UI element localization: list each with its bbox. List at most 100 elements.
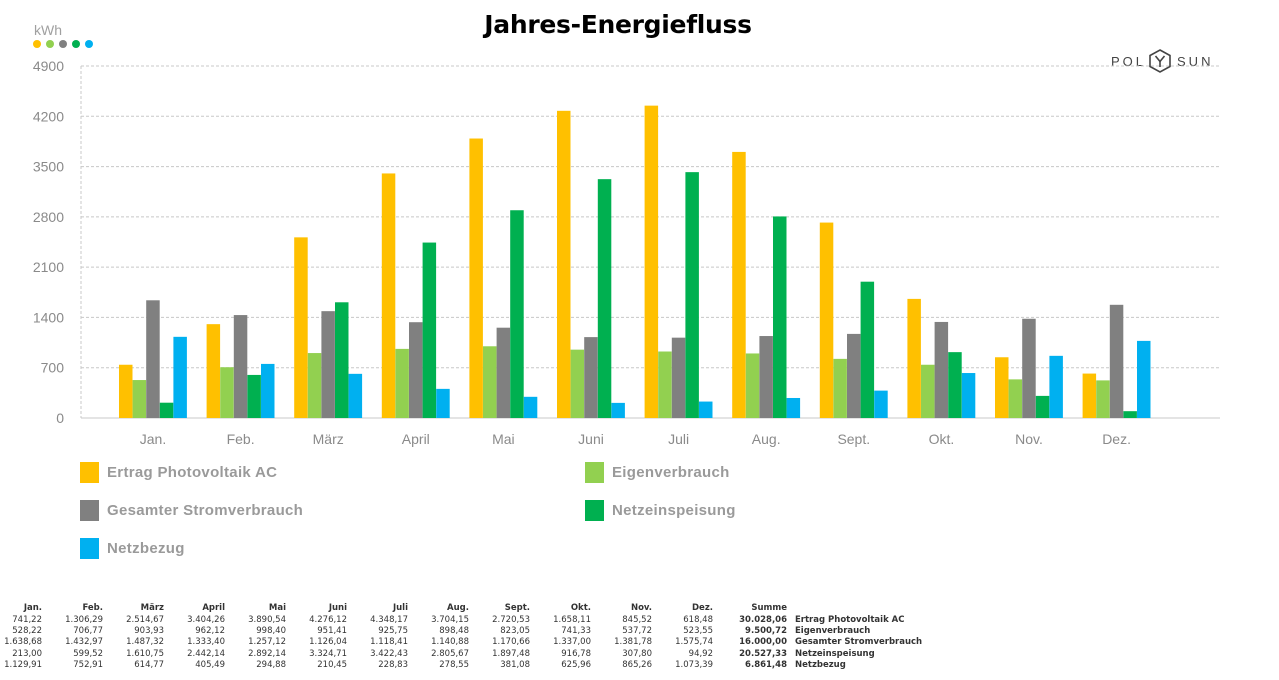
x-tick-label: Nov. (1015, 431, 1043, 447)
table-row-label: Netzeinspeisung (795, 648, 875, 659)
table-header-cell: Nov. (630, 603, 652, 614)
bar-gesamter-stromverbrauch (759, 336, 773, 418)
bar-ertrag-photovoltaik-ac (819, 222, 834, 418)
table-cell: 2.720,53 (492, 614, 530, 625)
bar-gesamter-stromverbrauch (934, 321, 949, 418)
x-tick-label: Feb. (227, 431, 255, 447)
table-cell: 951,41 (317, 625, 347, 636)
table-cell: 307,80 (622, 648, 652, 659)
bar-ertrag-photovoltaik-ac (469, 138, 483, 418)
x-tick-label: Sept. (837, 431, 870, 447)
legend-item-gesamter-stromverbrauch: Gesamter Stromverbrauch (80, 500, 303, 521)
polysun-logo: POL SUN (1111, 48, 1213, 74)
legend-swatch (585, 500, 604, 521)
x-tick-label: April (402, 431, 430, 447)
bar-eigenverbrauch (307, 353, 322, 418)
table-cell: 998,40 (256, 625, 286, 636)
table-cell: 706,77 (73, 625, 103, 636)
table-header-cell: Aug. (447, 603, 469, 614)
bar-gesamter-stromverbrauch (496, 327, 511, 418)
chart-title: Jahres-Energiefluss (484, 10, 752, 39)
table-cell: 1.638,68 (4, 637, 42, 648)
table-header-cell: Juni (328, 603, 347, 614)
y-tick-label: 2100 (33, 259, 64, 275)
table-cell: 865,26 (622, 660, 652, 671)
table-cell: 1.073,39 (675, 660, 713, 671)
table-header-cell (787, 603, 922, 614)
bar-gesamter-stromverbrauch (146, 300, 160, 418)
table-cell: 3.324,71 (309, 648, 347, 659)
table-cell: 903,93 (134, 625, 164, 636)
bar-gesamter-stromverbrauch (1109, 304, 1124, 418)
bar-netzeinspeisung (773, 216, 787, 418)
y-tick-label: 1400 (33, 309, 64, 325)
bar-eigenverbrauch (745, 353, 760, 418)
table-header-cell: Juli (392, 603, 408, 614)
table-cell: 528,22 (12, 625, 42, 636)
table-header-cell: Dez. (692, 603, 713, 614)
table-cell: 1.118,41 (370, 637, 408, 648)
bar-netzbezug (173, 336, 187, 418)
series-dot-netzbezug (85, 40, 93, 48)
table-cell: 94,92 (688, 648, 713, 659)
series-dot-ertrag-photovoltaik-ac (33, 40, 41, 48)
table-cell: 2.514,67 (126, 614, 164, 625)
y-tick-label: 2800 (33, 209, 64, 225)
bar-netzbezug (523, 396, 538, 418)
y-tick-label: 4900 (33, 58, 64, 74)
x-tick-label: Okt. (929, 431, 955, 447)
y-tick-label: 3500 (33, 159, 64, 175)
y-axis-unit-label: kWh (34, 22, 62, 38)
table-cell: 4.276,12 (309, 614, 347, 625)
table-row-label: Netzbezug (795, 660, 846, 671)
bar-ertrag-photovoltaik-ac (1082, 373, 1097, 418)
table-header-cell: Mai (268, 603, 286, 614)
bar-netzbezug (699, 401, 713, 418)
table-header-cell: April (202, 603, 225, 614)
legend-swatch (80, 500, 99, 521)
bar-ertrag-photovoltaik-ac (381, 173, 396, 418)
bar-netzbezug (1137, 340, 1151, 418)
table-cell: 898,48 (439, 625, 469, 636)
bar-netzeinspeisung (1123, 411, 1137, 418)
table-cell: 1.487,32 (126, 637, 164, 648)
table-cell: 523,55 (683, 625, 713, 636)
bar-netzeinspeisung (335, 302, 349, 418)
table-row-label: Ertrag Photovoltaik AC (795, 614, 905, 625)
series-dot-eigenverbrauch (46, 40, 54, 48)
polysun-logo-icon (1149, 49, 1171, 73)
table-cell: 962,12 (195, 625, 225, 636)
legend-label: Ertrag Photovoltaik AC (107, 464, 278, 481)
bar-gesamter-stromverbrauch (584, 337, 598, 418)
table-cell: 925,75 (378, 625, 408, 636)
table-cell: 1.575,74 (675, 637, 713, 648)
bar-netzbezug (348, 373, 363, 418)
bar-netzeinspeisung (247, 374, 261, 418)
table-cell: 1.306,29 (65, 614, 103, 625)
table-header-row: Jan. Feb. März April Mai Juni Juli Aug. Sept. Okt… (0, 603, 922, 614)
bar-netzeinspeisung (159, 402, 174, 418)
table-cell: 1.337,00 (553, 637, 591, 648)
bar-eigenverbrauch (132, 380, 147, 418)
bar-eigenverbrauch (921, 364, 935, 418)
bar-netzeinspeisung (685, 172, 699, 418)
legend-item-netzeinspeisung: Netzeinspeisung (585, 500, 736, 521)
bar-gesamter-stromverbrauch (847, 333, 861, 418)
bar-eigenverbrauch (1008, 379, 1023, 418)
table-cell: 228,83 (378, 660, 408, 671)
x-tick-label: Juli (668, 431, 689, 447)
table-cell: 741,33 (561, 625, 591, 636)
bar-netzbezug (961, 373, 976, 418)
table-cell: 405,49 (195, 660, 225, 671)
table-cell: 2.805,67 (431, 648, 469, 659)
bar-gesamter-stromverbrauch (233, 315, 248, 418)
bar-netzbezug (261, 363, 275, 418)
table-cell: 210,45 (317, 660, 347, 671)
table-cell: 294,88 (256, 660, 286, 671)
table-row: 1.638,68 1.432,97 1.487,32 1.333,40 1.257,12… (0, 637, 922, 648)
legend-item-ertrag-photovoltaik-ac: Ertrag Photovoltaik AC (80, 462, 277, 483)
table-cell: 3.404,26 (187, 614, 225, 625)
table-sum-cell: 30.028,06 (739, 614, 787, 625)
bar-gesamter-stromverbrauch (1022, 318, 1036, 418)
bar-chart: 0 700 1400 2100 2800 3500 4200 4900 Jan. Feb. März… (33, 58, 1220, 447)
